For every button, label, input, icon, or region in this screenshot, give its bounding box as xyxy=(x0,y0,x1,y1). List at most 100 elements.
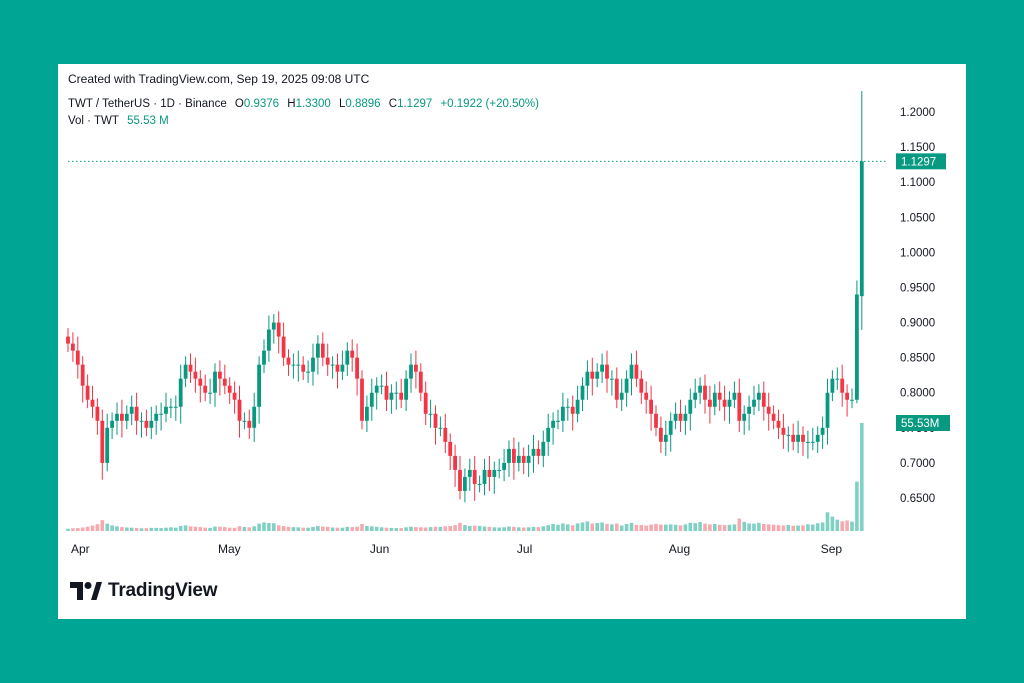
candle-body xyxy=(227,385,232,393)
volume-bar xyxy=(227,527,232,531)
candle-body xyxy=(502,462,506,470)
candle-body xyxy=(639,378,644,393)
volume-bar xyxy=(419,527,423,531)
candle-body xyxy=(771,413,776,421)
volume-bar xyxy=(325,526,330,531)
candle-body xyxy=(124,413,129,421)
volume-bar xyxy=(629,522,634,531)
high-value: 1.3300 xyxy=(295,98,331,110)
volume-bar xyxy=(757,522,761,531)
candle-body xyxy=(487,469,492,477)
symbol-name[interactable]: TWT / TetherUS · 1D · Binance xyxy=(68,98,227,110)
candle-body xyxy=(66,336,70,344)
volume-bar xyxy=(188,526,193,531)
volume-bar xyxy=(693,523,697,531)
candle-body xyxy=(418,371,423,393)
candle-body xyxy=(565,406,570,408)
candle-body xyxy=(644,392,649,400)
candle-body xyxy=(678,413,683,421)
y-tick-label: 0.9000 xyxy=(900,318,935,330)
candle-body xyxy=(482,469,487,484)
candle-body xyxy=(614,378,619,400)
volume-bar xyxy=(414,527,418,531)
volume-bar xyxy=(521,527,526,531)
volume-bar xyxy=(384,527,389,531)
volume-bar xyxy=(218,526,222,531)
volume-bar xyxy=(139,528,144,531)
candle-body xyxy=(71,343,75,351)
volume-bar xyxy=(845,520,849,531)
volume-bar xyxy=(144,528,149,531)
volume-bar xyxy=(673,524,678,531)
volume-bar xyxy=(154,527,158,531)
volume-bar xyxy=(624,523,629,531)
candle-body xyxy=(855,294,859,400)
candle-body xyxy=(262,350,266,365)
volume-bar xyxy=(208,527,212,531)
candle-body xyxy=(350,350,355,358)
volume-bar xyxy=(110,525,114,531)
volume-bar xyxy=(409,526,413,531)
candle-body xyxy=(850,399,854,401)
volume-bar xyxy=(95,524,100,531)
volume-bar xyxy=(752,523,756,531)
volume-bar xyxy=(502,527,506,531)
tradingview-logo[interactable]: TradingView xyxy=(70,578,218,604)
volume-bar xyxy=(806,524,810,531)
candle-body xyxy=(840,378,845,393)
volume-bar xyxy=(556,524,560,531)
candle-body xyxy=(683,413,688,421)
y-tick-label: 0.7000 xyxy=(900,458,935,470)
candle-body xyxy=(492,469,497,477)
candle-body xyxy=(384,385,389,400)
volume-bar xyxy=(615,523,619,531)
candle-body xyxy=(301,364,306,372)
volume-bar xyxy=(257,523,261,531)
volume-bar xyxy=(100,520,105,531)
volume-bar xyxy=(595,523,599,531)
candle-body xyxy=(830,378,835,393)
volume-bar xyxy=(105,523,109,531)
volume-bar xyxy=(472,525,477,531)
candle-body xyxy=(139,420,144,422)
volume-bar xyxy=(223,527,227,531)
candle-body xyxy=(423,392,428,414)
candle-body xyxy=(276,322,281,337)
candle-body xyxy=(845,392,849,400)
candle-body xyxy=(291,364,296,366)
candle-body xyxy=(154,413,159,421)
volume-bar xyxy=(85,526,90,531)
volume-bar xyxy=(350,527,354,531)
candlestick-chart[interactable]: 0.65000.70000.75000.80000.85000.90000.95… xyxy=(58,64,966,619)
candle-body xyxy=(428,413,433,415)
volume-bar xyxy=(149,527,154,531)
volume-bar xyxy=(747,523,751,531)
candle-body xyxy=(507,448,511,463)
candle-body xyxy=(580,385,585,400)
volume-bar xyxy=(301,527,305,531)
volume-badge xyxy=(896,415,950,431)
volume-bar xyxy=(404,527,408,531)
candle-body xyxy=(404,378,408,400)
candle-body xyxy=(95,406,100,421)
volume-bar xyxy=(737,518,742,531)
volume-label[interactable]: Vol · TWT xyxy=(68,115,119,127)
volume-bar xyxy=(80,527,85,531)
y-tick-label: 1.1500 xyxy=(900,142,935,154)
candle-body xyxy=(164,406,168,414)
volume-bar xyxy=(776,525,781,531)
candle-body xyxy=(335,364,340,372)
candle-body xyxy=(296,364,301,366)
volume-bar xyxy=(703,523,707,531)
volume-bar xyxy=(129,527,134,531)
volume-bar xyxy=(664,524,668,531)
volume-bar xyxy=(497,527,501,531)
volume-bar xyxy=(575,523,580,531)
candle-body xyxy=(325,357,330,365)
volume-bar xyxy=(820,522,825,531)
volume-bar xyxy=(644,525,648,531)
volume-bar xyxy=(771,524,776,531)
candle-body xyxy=(80,364,85,386)
candle-body xyxy=(761,392,766,407)
candle-body xyxy=(453,455,457,470)
